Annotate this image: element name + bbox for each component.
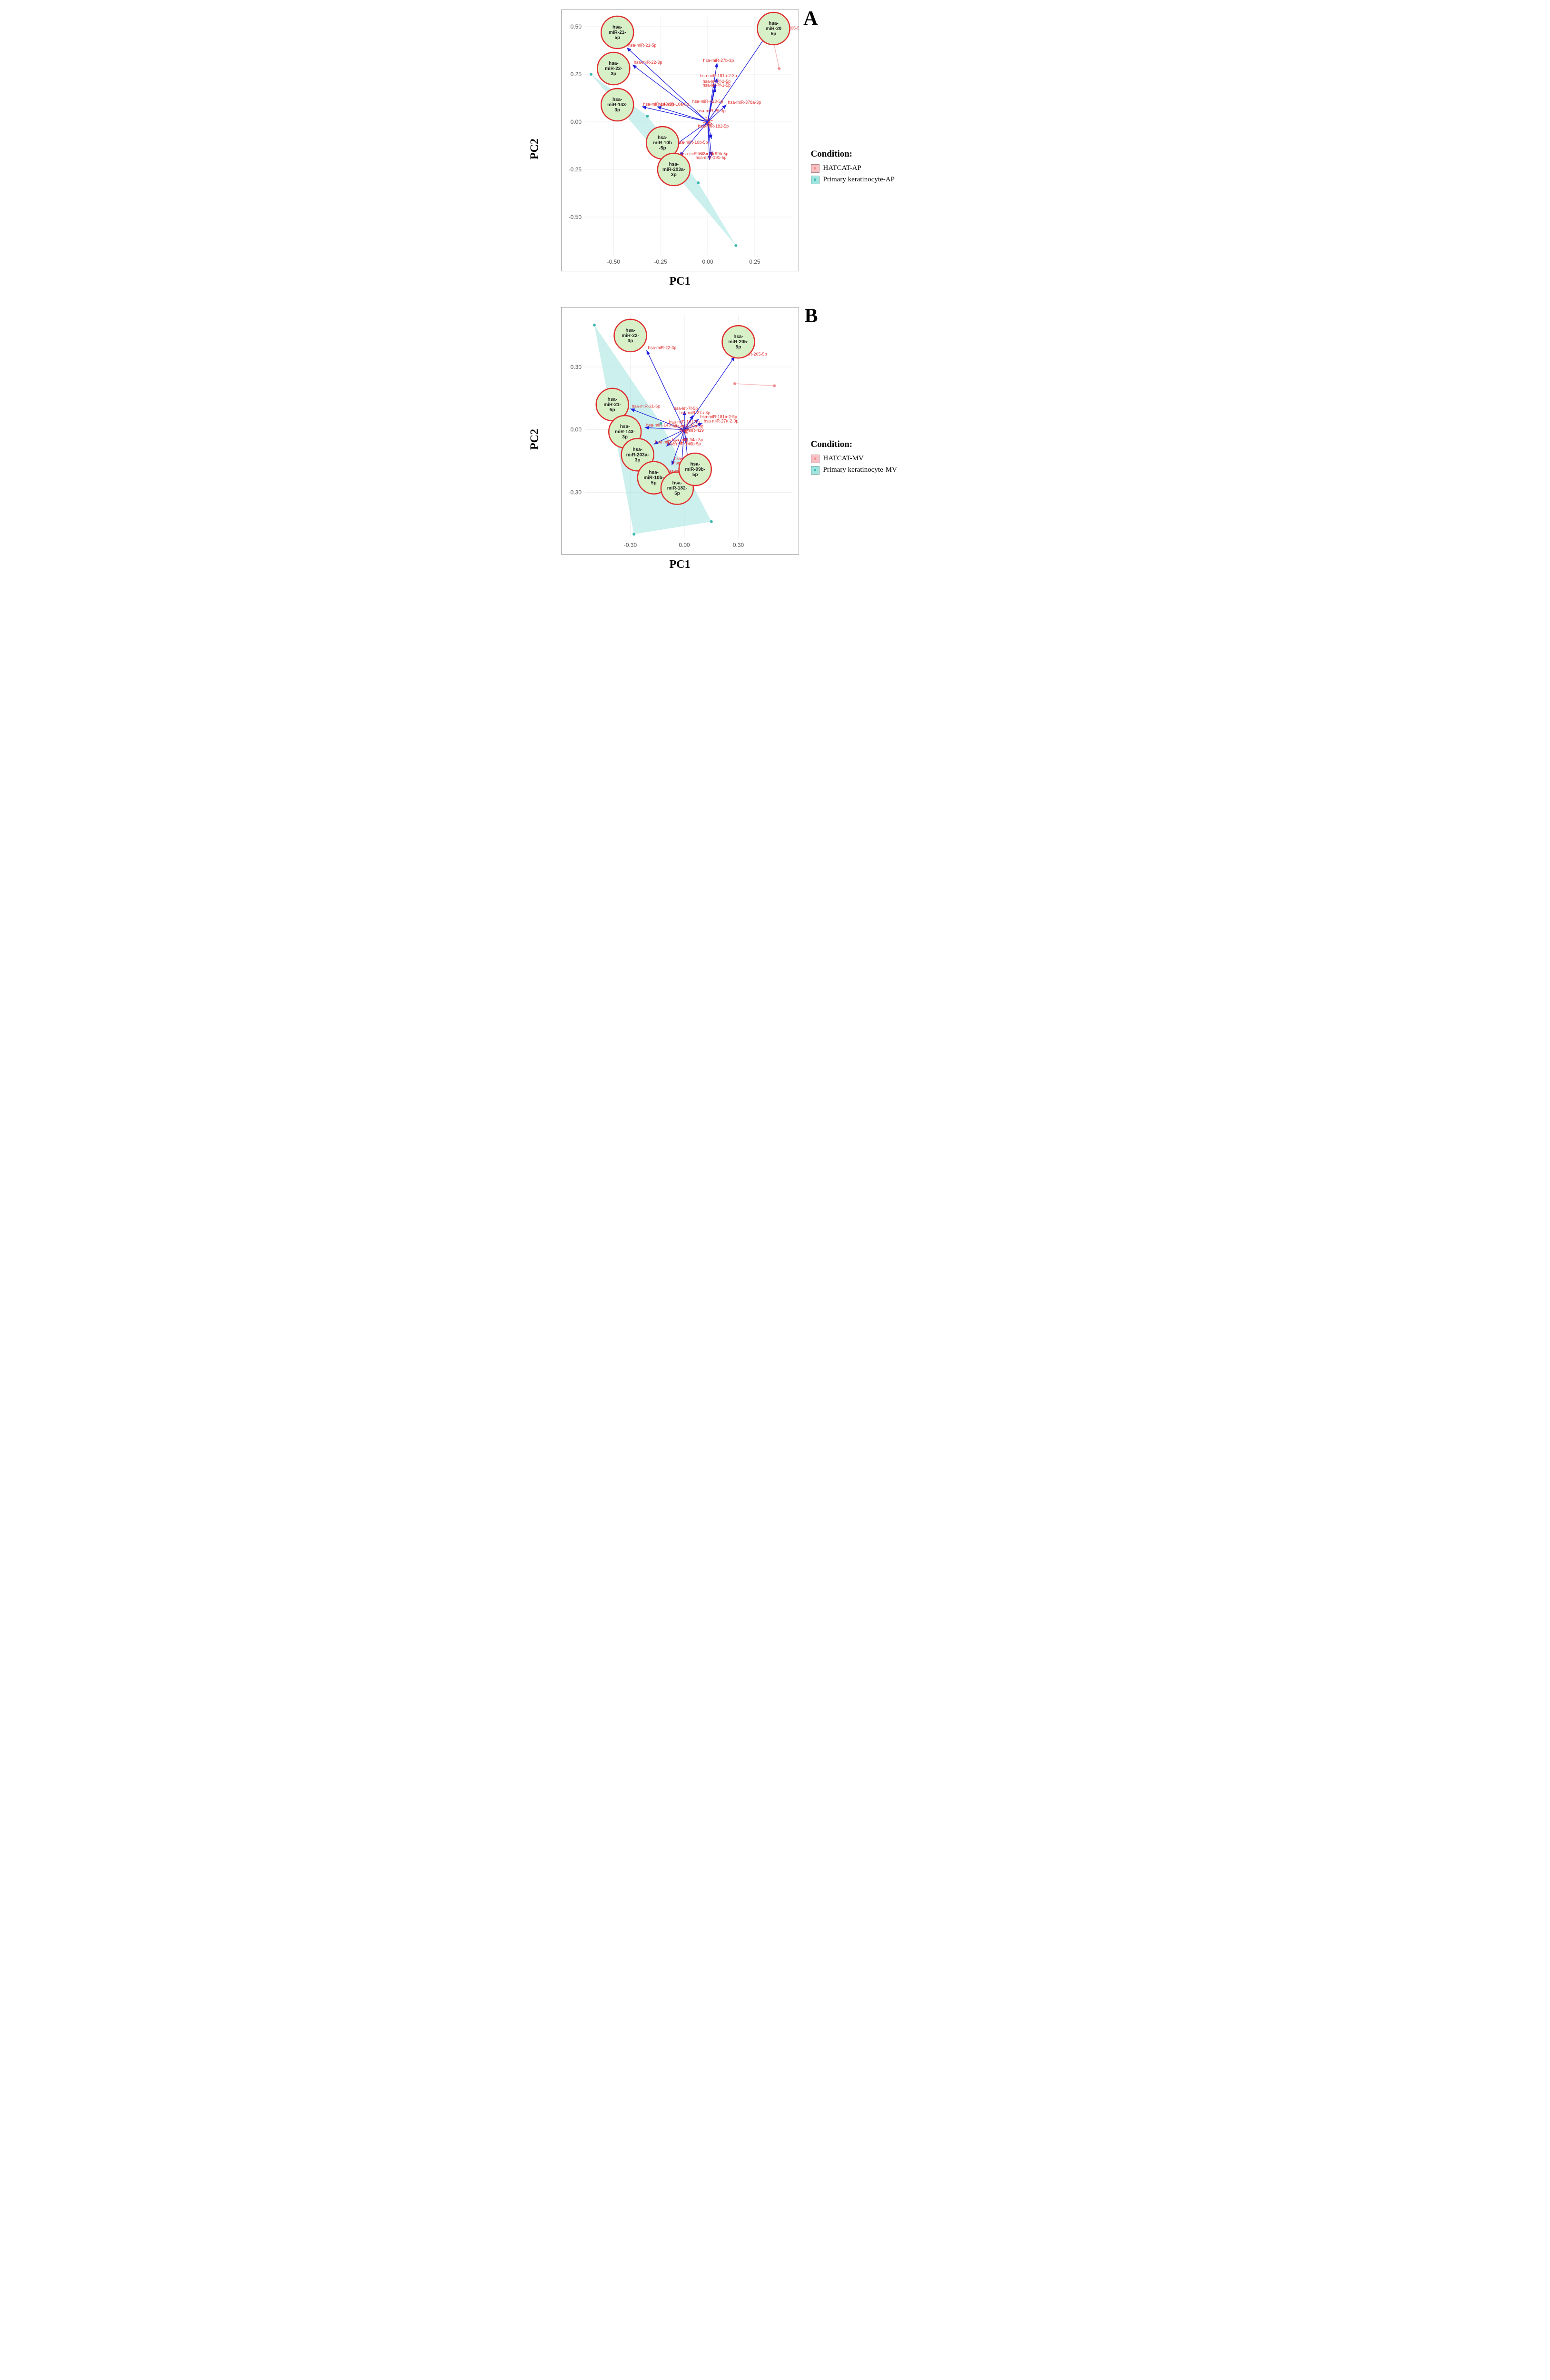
svg-text:hsa-miR-146b-5p: hsa-miR-146b-5p bbox=[668, 442, 701, 446]
svg-text:-0.30: -0.30 bbox=[623, 542, 637, 548]
svg-text:hsa-miR-34a-3p: hsa-miR-34a-3p bbox=[672, 437, 703, 442]
svg-text:hsa-: hsa- bbox=[625, 328, 635, 333]
svg-text:miR-10b: miR-10b bbox=[653, 140, 671, 146]
panel-a-legend: Condition: HATCAT-AP Primary keratinocyte… bbox=[806, 111, 895, 187]
legend-title-b: Condition: bbox=[811, 439, 897, 450]
svg-text:hsa-: hsa- bbox=[612, 97, 622, 102]
svg-text:hsa-: hsa- bbox=[649, 470, 659, 476]
svg-text:miR-203a-: miR-203a- bbox=[626, 452, 649, 457]
panel-a-ylabel: PC2 bbox=[528, 139, 541, 159]
svg-text:hsa-miR-21-5p: hsa-miR-21-5p bbox=[628, 43, 657, 48]
svg-text:hsa-miR-429: hsa-miR-429 bbox=[679, 428, 704, 433]
svg-text:hsa-miR-191-5p: hsa-miR-191-5p bbox=[695, 155, 726, 160]
svg-text:hsa-: hsa- bbox=[620, 424, 630, 429]
svg-text:hsa-: hsa- bbox=[690, 462, 700, 467]
svg-text:0.00: 0.00 bbox=[702, 258, 713, 265]
svg-text:5p: 5p bbox=[614, 35, 620, 40]
svg-text:hsa-: hsa- bbox=[672, 481, 682, 486]
svg-text:hsa-: hsa- bbox=[769, 21, 779, 26]
svg-text:0.25: 0.25 bbox=[570, 71, 582, 78]
svg-text:miR-99b-: miR-99b- bbox=[685, 467, 705, 472]
svg-text:-0.25: -0.25 bbox=[654, 258, 667, 265]
svg-text:miR-22-: miR-22- bbox=[604, 66, 622, 71]
svg-text:miR-205-: miR-205- bbox=[728, 339, 748, 345]
legend-item: HATCAT-MV bbox=[811, 455, 897, 463]
svg-text:0.50: 0.50 bbox=[570, 23, 582, 30]
svg-text:3p: 3p bbox=[627, 338, 633, 344]
svg-text:-0.50: -0.50 bbox=[607, 258, 620, 265]
svg-text:3p: 3p bbox=[611, 71, 616, 77]
svg-text:hsa-miR-27a-2-3p: hsa-miR-27a-2-3p bbox=[703, 418, 738, 423]
svg-text:miR-143-: miR-143- bbox=[615, 429, 635, 435]
svg-text:miR-22-: miR-22- bbox=[622, 333, 639, 338]
svg-text:-0.30: -0.30 bbox=[568, 489, 582, 496]
svg-text:3p: 3p bbox=[634, 457, 640, 463]
svg-text:0.00: 0.00 bbox=[679, 542, 690, 548]
svg-text:5p: 5p bbox=[609, 407, 615, 413]
svg-text:hsa-miR-27b-3p: hsa-miR-27b-3p bbox=[703, 58, 734, 63]
svg-text:5p: 5p bbox=[770, 31, 776, 37]
svg-text:3p: 3p bbox=[622, 435, 628, 440]
panel-b-label: B bbox=[804, 305, 818, 327]
panel-b-legend: Condition: HATCAT-MV Primary keratinocyte… bbox=[806, 401, 897, 477]
svg-text:0.25: 0.25 bbox=[749, 258, 760, 265]
svg-text:5p: 5p bbox=[651, 481, 656, 486]
svg-text:miR-143-: miR-143- bbox=[607, 102, 627, 108]
svg-text:hsa-miR-10a-5p: hsa-miR-10a-5p bbox=[658, 102, 689, 107]
panel-b-plot: -0.300.000.30-0.300.000.30hsa-miR-22-3ph… bbox=[561, 307, 799, 555]
svg-text:hsa-miR-25-3p: hsa-miR-25-3p bbox=[697, 109, 726, 113]
svg-text:hsa-: hsa- bbox=[607, 397, 617, 402]
svg-text:3p: 3p bbox=[671, 172, 677, 178]
svg-text:miR-203a-: miR-203a- bbox=[662, 167, 685, 172]
svg-text:hsa-miR-22-3p: hsa-miR-22-3p bbox=[633, 60, 662, 65]
legend-title-a: Condition: bbox=[811, 149, 895, 159]
svg-text:hsa-: hsa- bbox=[609, 61, 619, 66]
svg-text:miR-20: miR-20 bbox=[765, 26, 781, 31]
svg-text:-0.50: -0.50 bbox=[568, 214, 582, 220]
svg-text:-5p: -5p bbox=[659, 146, 666, 151]
svg-text:0.00: 0.00 bbox=[570, 426, 582, 433]
svg-text:0.00: 0.00 bbox=[570, 119, 582, 125]
panel-a-xlabel: PC1 bbox=[561, 275, 799, 288]
svg-text:hsa-miR-378a-3p: hsa-miR-378a-3p bbox=[728, 100, 761, 105]
svg-text:5p: 5p bbox=[735, 345, 741, 350]
panel-a-label: A bbox=[803, 7, 818, 30]
svg-text:miR-21-: miR-21- bbox=[603, 402, 621, 407]
svg-text:0.30: 0.30 bbox=[570, 364, 582, 370]
legend-item: Primary keratinocyte-AP bbox=[811, 176, 895, 184]
svg-text:-0.25: -0.25 bbox=[568, 166, 582, 173]
svg-text:hsa-miR-181a-2-3p: hsa-miR-181a-2-3p bbox=[700, 73, 737, 78]
panel-a-plot: -0.50 -0.25 0.00 0.25 -0.50 -0.25 0.00 0.25 0.50… bbox=[561, 10, 799, 271]
svg-text:5p: 5p bbox=[692, 472, 698, 477]
svg-text:hsa-miR-423-5p: hsa-miR-423-5p bbox=[692, 99, 723, 104]
svg-text:hsa-: hsa- bbox=[733, 334, 743, 339]
svg-text:miR-21-: miR-21- bbox=[608, 30, 626, 35]
svg-text:5p: 5p bbox=[674, 491, 680, 496]
svg-text:hsa-miR-21-5p: hsa-miR-21-5p bbox=[632, 404, 660, 409]
legend-item: Primary keratinocyte-MV bbox=[811, 466, 897, 475]
svg-text:0.30: 0.30 bbox=[732, 542, 744, 548]
svg-text:hsa-: hsa- bbox=[657, 135, 667, 140]
panel-b-ylabel: PC2 bbox=[528, 429, 541, 450]
svg-text:hsa-miR-182-5p: hsa-miR-182-5p bbox=[698, 124, 729, 129]
svg-text:miR-182-: miR-182- bbox=[667, 486, 687, 491]
svg-text:miR-10b-: miR-10b- bbox=[643, 476, 664, 481]
svg-text:hsa-: hsa- bbox=[632, 447, 642, 452]
panel-a: PC2 A -0.50-0.250.000.25-0.50-0.250.000.… bbox=[561, 10, 989, 288]
panel-b: PC2 B -0.300.000.30-0.300.000.30hsa-miR-… bbox=[561, 307, 989, 571]
svg-text:hsa-: hsa- bbox=[669, 162, 679, 167]
legend-item: HATCAT-AP bbox=[811, 164, 895, 173]
svg-text:hsa-: hsa- bbox=[612, 25, 622, 30]
svg-text:hsa-let-7f-1-5p: hsa-let-7f-1-5p bbox=[702, 83, 731, 88]
svg-text:hsa-miR-22-3p: hsa-miR-22-3p bbox=[648, 346, 676, 350]
svg-text:3p: 3p bbox=[614, 108, 620, 113]
panel-b-xlabel: PC1 bbox=[561, 558, 799, 571]
